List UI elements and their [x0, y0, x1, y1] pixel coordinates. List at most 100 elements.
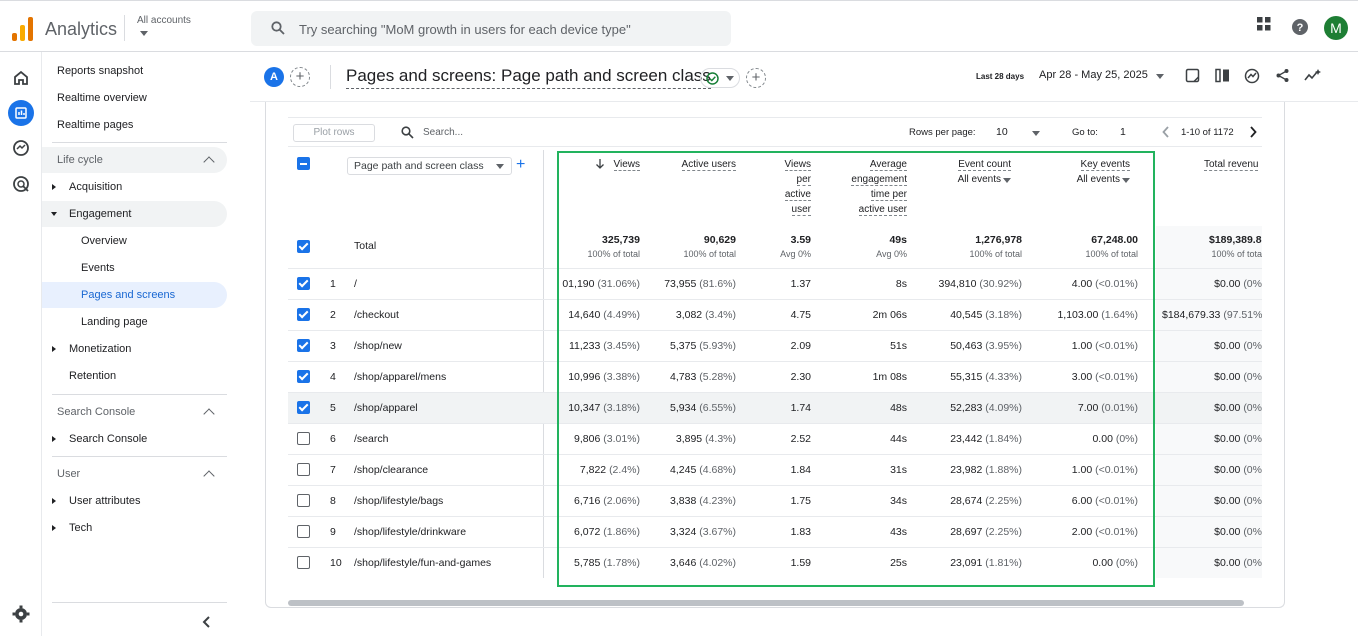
cell-revenue: $184,679.33 (97.51% — [1162, 309, 1262, 321]
table-row[interactable]: 4/shop/apparel/mens 10,996 (3.38%) 4,783 (… — [288, 361, 1262, 392]
sidebar-item-pages-and-screens[interactable]: Pages and screens — [42, 282, 227, 308]
col-header-event-count[interactable]: Event count All events — [930, 157, 1011, 187]
add-dimension-icon[interactable]: + — [516, 156, 526, 173]
col-header-views-per-user[interactable]: Views per active user — [760, 157, 811, 217]
section-title: Search Console — [57, 406, 136, 418]
row-checkbox[interactable] — [297, 494, 310, 507]
sidebar-item-search-console[interactable]: Search Console — [42, 426, 227, 452]
row-page-path[interactable]: /shop/new — [354, 340, 402, 352]
table-row[interactable]: 7/shop/clearance 7,822 (2.4%) 4,245 (4.68%… — [288, 454, 1262, 485]
insights-icon[interactable] — [1244, 68, 1260, 84]
row-checkbox[interactable] — [297, 370, 310, 383]
cell-percent: (<0.01%) — [1095, 464, 1138, 476]
row-checkbox[interactable] — [297, 556, 310, 569]
row-page-path[interactable]: /shop/apparel — [354, 402, 418, 414]
chevron-down-icon[interactable] — [1032, 131, 1040, 136]
totals-checkbox[interactable] — [297, 240, 310, 253]
account-selector[interactable]: All accounts — [137, 15, 191, 36]
table-row[interactable]: 3/shop/new 11,233 (3.45%) 5,375 (5.93%) 2.0… — [288, 330, 1262, 361]
table-row[interactable]: 10/shop/lifestyle/fun-and-games 5,785 (1.… — [288, 547, 1262, 578]
table-row[interactable]: 2/checkout 14,640 (4.49%) 3,082 (3.4%) 4.75… — [288, 299, 1262, 330]
row-page-path[interactable]: /shop/apparel/mens — [354, 371, 447, 383]
share-icon[interactable] — [1275, 68, 1290, 83]
sidebar-item-monetization[interactable]: Monetization — [42, 336, 227, 362]
row-page-path[interactable]: /shop/lifestyle/drinkware — [354, 526, 467, 538]
cell-avg-engagement-time: 44s — [890, 433, 907, 445]
next-page-icon[interactable] — [1249, 126, 1257, 138]
section-title: User — [57, 468, 81, 480]
row-page-path[interactable]: /checkout — [354, 309, 399, 321]
col-header-avg-engagement-time[interactable]: Average engagement time per active user — [830, 157, 907, 217]
cell-value: 1,103.00 — [1057, 309, 1099, 321]
horizontal-scrollbar[interactable] — [288, 600, 1244, 606]
row-checkbox[interactable] — [297, 308, 310, 321]
sidebar-item-retention[interactable]: Retention — [69, 370, 117, 382]
row-page-path[interactable]: /shop/lifestyle/fun-and-games — [354, 557, 492, 569]
row-page-path[interactable]: /shop/lifestyle/bags — [354, 495, 444, 507]
row-checkbox[interactable] — [297, 525, 310, 538]
section-search-console[interactable]: Search Console — [42, 399, 227, 425]
sidebar-item-realtime-overview[interactable]: Realtime overview — [57, 92, 147, 104]
page-title[interactable]: Pages and screens: Page path and screen … — [346, 66, 711, 89]
row-checkbox[interactable] — [297, 401, 310, 414]
table-row[interactable]: 5/shop/apparel 10,347 (3.18%) 5,934 (6.55%… — [288, 392, 1262, 423]
row-checkbox[interactable] — [297, 339, 310, 352]
sidebar-item-landing-page[interactable]: Landing page — [81, 316, 148, 328]
key-event-filter-select[interactable]: All events — [1050, 172, 1130, 187]
compare-columns-icon[interactable] — [1215, 68, 1230, 83]
cell-percent: (4.33%) — [985, 371, 1022, 383]
section-life-cycle[interactable]: Life cycle — [42, 147, 227, 173]
col-header-key-events[interactable]: Key events All events — [1050, 157, 1130, 187]
date-chevron-down-icon[interactable] — [1156, 74, 1164, 79]
plot-rows-button[interactable]: Plot rows — [293, 124, 375, 142]
table-row[interactable]: 1 / 01,190 (31.06%) 73,955 (81.6%) 1.37 8s 394… — [288, 268, 1262, 299]
cell-value: 43s — [890, 526, 907, 538]
sidebar-item-events[interactable]: Events — [81, 262, 115, 274]
help-icon[interactable]: ? — [1292, 19, 1308, 35]
settings-gear-icon[interactable] — [11, 604, 31, 624]
rows-per-page-select[interactable]: 10 — [996, 126, 1008, 138]
row-page-path[interactable]: /shop/clearance — [354, 464, 429, 476]
table-search-input[interactable]: Search... — [423, 127, 464, 138]
explore-icon[interactable] — [11, 138, 31, 158]
dimension-selector[interactable]: Page path and screen class — [347, 157, 512, 175]
total-sub: 100% of total — [587, 249, 640, 259]
row-checkbox[interactable] — [297, 432, 310, 445]
goto-input[interactable]: 1 — [1120, 126, 1126, 138]
sidebar-item-tech[interactable]: Tech — [42, 515, 227, 541]
sidebar-item-user-attributes[interactable]: User attributes — [42, 488, 227, 514]
advertising-icon[interactable] — [11, 174, 31, 194]
row-checkbox[interactable] — [297, 463, 310, 476]
select-all-checkbox[interactable] — [297, 157, 310, 170]
report-status-pill[interactable] — [700, 68, 740, 88]
sidebar-item-acquisition[interactable]: Acquisition — [42, 174, 227, 200]
prev-page-icon[interactable] — [1162, 126, 1170, 138]
home-icon[interactable] — [11, 68, 31, 88]
apps-grid-icon[interactable] — [1257, 17, 1271, 31]
analytics-logo-icon[interactable] — [12, 15, 34, 41]
col-header-total-revenue[interactable]: Total revenu — [1170, 157, 1262, 172]
comparison-badge[interactable]: A — [264, 67, 284, 87]
trend-sparkle-icon[interactable] — [1304, 68, 1321, 83]
sidebar-item-overview[interactable]: Overview — [81, 235, 127, 247]
sidebar-item-reports-snapshot[interactable]: Reports snapshot — [57, 65, 144, 77]
edit-report-icon[interactable] — [1185, 68, 1200, 83]
sidebar-item-realtime-pages[interactable]: Realtime pages — [57, 119, 134, 131]
row-page-path[interactable]: / — [354, 278, 357, 290]
row-checkbox[interactable] — [297, 277, 310, 290]
search-bar[interactable]: Try searching "MoM growth in users for e… — [251, 11, 731, 46]
date-range-value[interactable]: Apr 28 - May 25, 2025 — [1039, 69, 1148, 81]
section-user[interactable]: User — [42, 461, 227, 487]
add-filter-icon[interactable]: + — [746, 68, 766, 88]
table-row[interactable]: 9/shop/lifestyle/drinkware 6,072 (1.86%) 3… — [288, 516, 1262, 547]
event-filter-select[interactable]: All events — [930, 172, 1011, 187]
avatar[interactable]: M — [1324, 16, 1348, 40]
sidebar-item-engagement[interactable]: Engagement — [42, 201, 227, 227]
table-row[interactable]: 6/search 9,806 (3.01%) 3,895 (4.3%) 2.52 44s… — [288, 423, 1262, 454]
row-page-path[interactable]: /search — [354, 433, 389, 445]
col-header-views[interactable]: Views — [565, 157, 640, 172]
add-comparison-icon[interactable]: + — [290, 67, 310, 87]
table-row[interactable]: 8/shop/lifestyle/bags 6,716 (2.06%) 3,838 … — [288, 485, 1262, 516]
col-header-active-users[interactable]: Active users — [650, 157, 736, 172]
collapse-sidebar-icon[interactable] — [202, 616, 212, 628]
